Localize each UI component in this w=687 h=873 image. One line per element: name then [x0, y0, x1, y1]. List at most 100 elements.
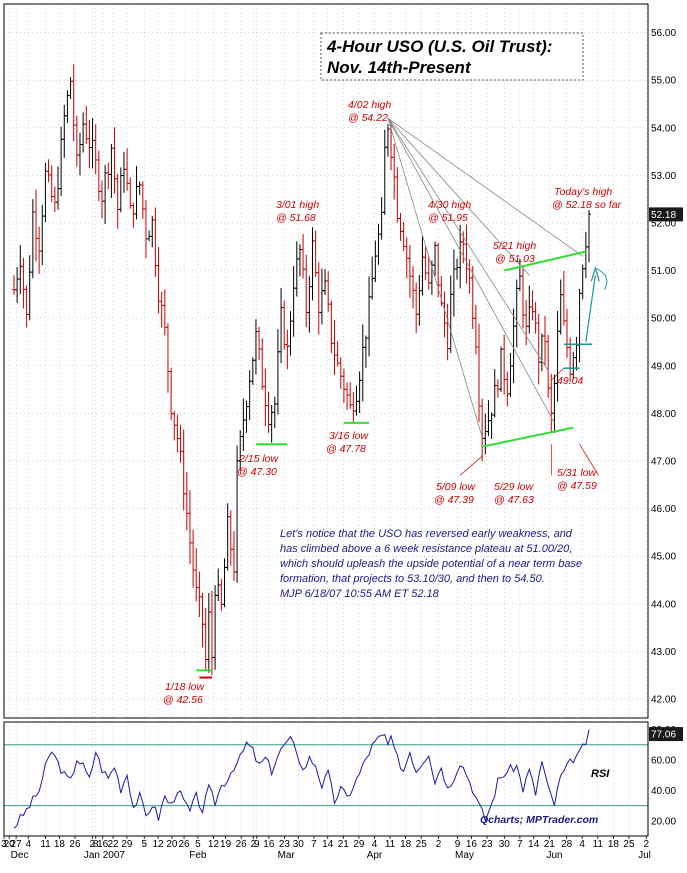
fan-trendline [387, 118, 555, 424]
x-tick-label: 30 [499, 839, 511, 850]
fan-trendline [387, 118, 549, 371]
x-tick-label: 3 [1, 839, 7, 850]
x-tick-label: 11 [593, 839, 604, 850]
x-tick-label: 26 [178, 839, 190, 850]
x-tick-label: 30 [293, 839, 305, 850]
annotation-label: 5/31 low [557, 467, 598, 479]
annotation-leader [551, 367, 565, 381]
annotation-value: @ 51.95 [428, 212, 468, 224]
x-tick-label: 28 [561, 839, 573, 850]
annotation-value: @ 47.78 [326, 443, 366, 455]
annotation-label: 5/09 low [436, 481, 477, 493]
annotation-value: 49.04 [557, 375, 583, 387]
x-tick-label: 23 [481, 839, 493, 850]
price-panel-frame [3, 3, 649, 719]
annotation-value: @ 54.22 [348, 112, 388, 124]
trendlines [196, 117, 608, 679]
x-tick-label: 2 [643, 839, 649, 850]
y-tick-label: 51.00 [651, 266, 676, 277]
x-tick-label: 25 [416, 839, 428, 850]
x-tick-label: 11 [385, 839, 396, 850]
annotation-value: @ 47.30 [237, 466, 277, 478]
x-tick-label: 18 [54, 839, 66, 850]
fan-trendline [387, 118, 483, 438]
x-tick-label: 27 [11, 839, 23, 850]
commentary-signature: MJP 6/18/07 10:55 AM ET 52.18 [280, 588, 440, 600]
last-price-badge [649, 207, 683, 222]
month-label: Apr [367, 850, 383, 861]
commentary: Let's notice that the USO has reversed e… [280, 528, 582, 600]
fan-trendline [387, 117, 530, 276]
annotation-label: 4/02 high [348, 99, 391, 111]
annotation-label: 5/29 low [494, 481, 535, 493]
chart-title-line-1: 4-Hour USO (U.S. Oil Trust): [326, 37, 552, 56]
x-tick-label: 7 [517, 839, 523, 850]
y-tick-label: 56.00 [651, 28, 676, 39]
x-tick-label: 18 [608, 839, 620, 850]
support-resistance-line [503, 250, 587, 272]
x-tick-label: 4 [372, 839, 378, 850]
y-tick-label: 42.00 [651, 694, 676, 705]
y-tick-label: 46.00 [651, 504, 676, 515]
month-label: Feb [189, 850, 207, 861]
commentary-line: Let's notice that the USO has reversed e… [280, 528, 573, 540]
y-tick-label: 45.00 [651, 552, 676, 563]
last-price-label: 52.18 [651, 210, 676, 221]
x-tick-label: 25 [623, 839, 635, 850]
x-tick-label: 5 [195, 839, 201, 850]
chart-title-line-2: Nov. 14th-Present [327, 58, 472, 77]
rsi-last-badge [649, 727, 683, 742]
rsi-label: RSI [591, 768, 610, 780]
x-tick-label: 16 [97, 839, 109, 850]
chart-frame [3, 3, 649, 837]
title-box: 4-Hour USO (U.S. Oil Trust): Nov. 14th-P… [320, 32, 584, 81]
x-tick-label: 8 [93, 839, 99, 850]
y-tick-label: 50.00 [651, 314, 676, 325]
x-tick-label: 9 [455, 839, 461, 850]
annotations: 1/18 low @ 42.56 2/15 low @ 47.30 3/01 h… [163, 99, 622, 706]
x-tick-label: 26 [69, 839, 81, 850]
rsi-panel [4, 729, 648, 829]
x-tick-label: 18 [400, 839, 412, 850]
projection-arrow-curve [595, 267, 608, 290]
x-tick-label: 16 [263, 839, 275, 850]
annotation-leader [579, 444, 599, 476]
annotation-value: @ 52.18 so far [552, 199, 622, 211]
month-label: Jun [546, 850, 562, 861]
y-tick-label: 55.00 [651, 76, 676, 87]
x-tick-label: 20 [166, 839, 178, 850]
rsi-last-label: 77.06 [651, 730, 676, 741]
x-tick-label: 29 [353, 839, 365, 850]
y-tick-label: 47.00 [651, 456, 676, 467]
rsi-tick-label: 40.00 [651, 786, 676, 797]
annotation-label: 5/21 high [493, 240, 536, 252]
x-tick-label: 23 [279, 839, 291, 850]
x-tick-label: 4 [25, 839, 31, 850]
support-resistance-line [481, 426, 574, 448]
month-label: Dec [11, 850, 29, 861]
x-tick-label: 14 [322, 839, 334, 850]
annotation-value: @ 47.39 [434, 494, 474, 506]
annotation-value: @ 47.59 [557, 480, 597, 492]
x-tick-label: 21 [544, 839, 556, 850]
annotation-label: 3/01 high [276, 199, 319, 211]
annotation-label: Today's high [554, 186, 612, 198]
rsi-tick-label: 60.00 [651, 756, 676, 767]
x-tick-label: 2 [251, 839, 257, 850]
y-tick-label: 54.00 [651, 123, 676, 134]
source-credit: Qcharts; MPTrader.com [480, 814, 598, 826]
x-tick-label: 22 [108, 839, 120, 850]
x-tick-label: 12 [153, 839, 165, 850]
x-tick-label: 7 [311, 839, 317, 850]
y-tick-label: 44.00 [651, 599, 676, 610]
month-label: Jul [638, 850, 651, 861]
x-tick-label: 2 [90, 839, 96, 850]
annotation-label: 3/16 low [329, 430, 370, 442]
x-tick-label: 5 [141, 839, 147, 850]
month-label: Jan 2007 [84, 850, 126, 861]
y-tick-label: 52.00 [651, 218, 676, 229]
projection-arrow-shaft [585, 275, 596, 343]
x-tick-label: 11 [40, 839, 51, 850]
x-tick-label: 26 [236, 839, 248, 850]
